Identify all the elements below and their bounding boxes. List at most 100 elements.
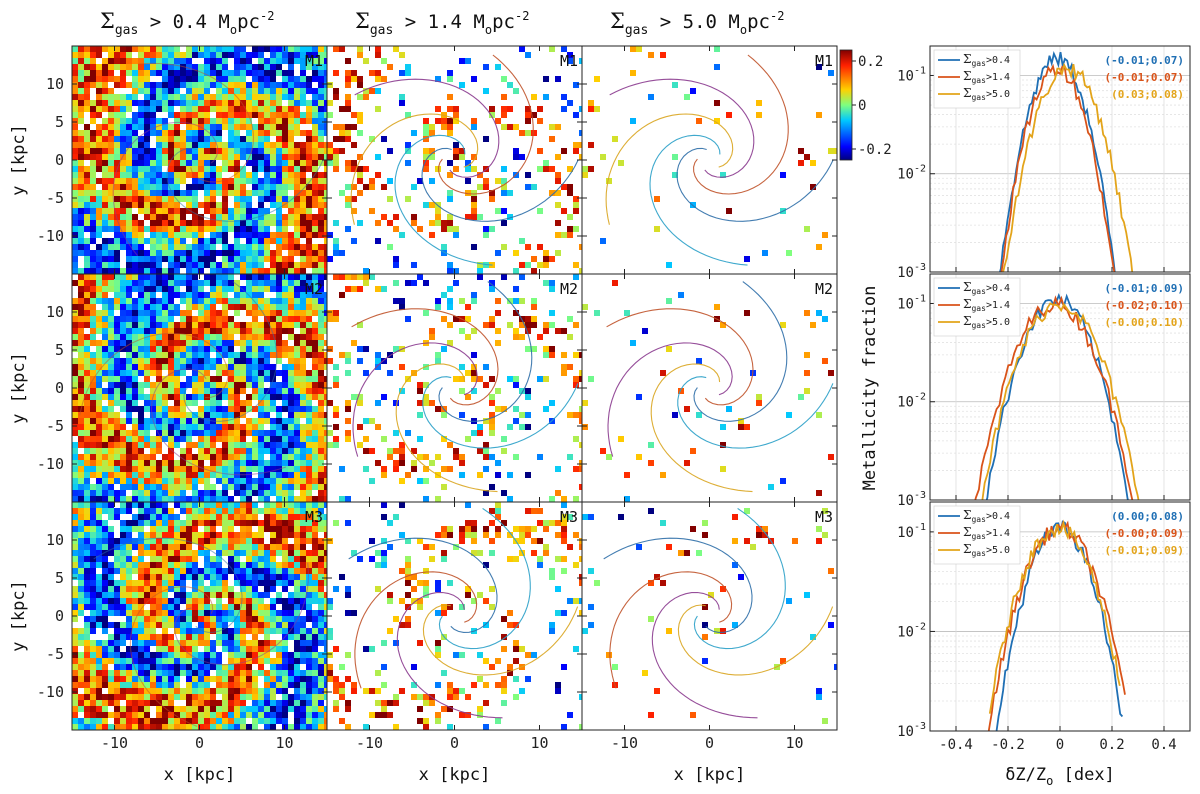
y-tick-label: 10 <box>46 303 64 321</box>
histogram-y-axis-label: Metallicity fraction <box>860 286 880 491</box>
y-tick-label: 0 <box>55 151 64 169</box>
spiral-arm-trace <box>651 591 758 719</box>
column-title: Σgas > 0.4 Mopc-2 <box>100 9 274 38</box>
y-tick-label: 0 <box>55 607 64 625</box>
map-pixels <box>72 274 327 502</box>
spiral-arm-trace <box>354 571 478 689</box>
series-stats: (-0.02;0.10) <box>1105 299 1184 312</box>
column-title: Σgas > 1.4 Mopc-2 <box>355 9 529 38</box>
map-background <box>582 502 837 730</box>
x-tick-label: 10 <box>530 734 548 752</box>
y-tick-label: 10-2 <box>897 392 926 411</box>
spiral-arm-trace <box>422 376 579 449</box>
legend-label: Σgas>5.0 <box>963 86 1010 102</box>
series-stats: (-0.01;0.07) <box>1105 54 1184 67</box>
x-tick-label: -0.4 <box>939 737 973 753</box>
map-panel-m1-1: M1 <box>71 45 328 275</box>
model-label: M2 <box>560 280 578 298</box>
map-pixels <box>582 507 837 724</box>
map-panel-m1-3: M1 <box>581 45 838 275</box>
map-background <box>582 274 837 502</box>
colorbar-tick-label: -0.2 <box>858 142 892 158</box>
x-tick-label: -10 <box>101 734 128 752</box>
map-panel-m1-2: M1 <box>326 45 583 275</box>
spiral-arm-trace <box>79 332 229 416</box>
histogram-frame <box>929 501 1191 732</box>
y-axis-label: y [kpc] <box>9 352 29 424</box>
histogram-panel-m1: 10-3 10-2 10-1 Σgas>0.4 (-0.01;0.07) Σgas>1.4… <box>897 45 1191 281</box>
map-panels: M1 M1 M1 M2 M2 M2 M3 M3 M3 <box>71 45 838 731</box>
spiral-arm-trace <box>676 147 834 222</box>
y-tick-label: -10 <box>37 683 64 701</box>
spiral-arm-trace <box>350 113 479 225</box>
y-tick-label: 0 <box>55 379 64 397</box>
y-tick-label: 5 <box>55 569 64 587</box>
spiral-arm-trace <box>605 113 734 225</box>
map-panel-m3-2: M3 <box>326 501 583 731</box>
histogram-curves <box>974 292 1140 500</box>
colorbar-tick-label: 0.2 <box>858 54 883 70</box>
spiral-arm-trace <box>606 308 754 406</box>
model-label: M3 <box>305 508 323 526</box>
histogram-x-axis-label: δZ/Zo [dex] <box>1005 765 1115 788</box>
x-axis-label: x [kpc] <box>164 765 236 785</box>
histogram-frame <box>929 273 1191 501</box>
map-pixels <box>582 280 834 502</box>
series-stats: (0.00;0.08) <box>1111 510 1184 523</box>
spiral-arm-trace <box>166 147 324 222</box>
spiral-arm-trace <box>438 507 531 650</box>
legend-label: Σgas>1.4 <box>963 525 1010 541</box>
spiral-arm-trace <box>603 537 753 633</box>
spiral-arm-trace <box>394 134 493 266</box>
legend: Σgas>0.4 (0.00;0.08) Σgas>1.4 (-0.00;0.09) Σ… <box>933 505 1184 565</box>
y-tick-label: 5 <box>55 113 64 131</box>
y-tick-label: 10-3 <box>897 721 926 740</box>
x-tick-label: 0.2 <box>1099 737 1124 753</box>
colorbar-tick-label: 0 <box>858 98 866 114</box>
map-panel-m2-2: M2 <box>326 273 583 503</box>
y-tick-label: -5 <box>46 189 64 207</box>
y-tick-label: 10-2 <box>897 621 926 640</box>
histogram-series-line <box>1000 63 1116 272</box>
model-label: M1 <box>815 52 833 70</box>
x-axis-label: x [kpc] <box>674 765 746 785</box>
x-tick-label: -0.2 <box>991 737 1025 753</box>
spiral-arm-trace <box>93 537 243 633</box>
y-tick-label: 10-3 <box>897 262 926 281</box>
histogram-panels: 10-3 10-2 10-1 Σgas>0.4 (-0.01;0.07) Σgas>1.4… <box>860 45 1191 788</box>
model-label: M1 <box>560 52 578 70</box>
x-tick-label: 10 <box>785 734 803 752</box>
map-background <box>327 274 582 502</box>
map-panel-m3-1: M3 <box>71 501 328 731</box>
spiral-arm-trace <box>609 78 755 178</box>
x-tick-label: 10 <box>275 734 293 752</box>
colorbar: 0.2 0 -0.2 <box>839 49 892 161</box>
spiral-arm-trace <box>650 363 753 493</box>
series-stats: (0.03;0.08) <box>1111 88 1184 101</box>
spiral-arm-trace <box>351 308 499 406</box>
spiral-arm-trace <box>174 562 309 666</box>
legend-label: Σgas>0.4 <box>963 508 1010 524</box>
spiral-arm-trace <box>693 281 788 422</box>
map-panel-m2-3: M2 <box>581 273 838 503</box>
spiral-arm-trace <box>421 147 579 222</box>
map-pixels <box>327 502 582 730</box>
histogram-frame <box>929 45 1191 273</box>
y-tick-label: 10-2 <box>897 164 926 183</box>
y-tick-label: 10 <box>46 531 64 549</box>
map-axes: 10 5 0 -5 -10 y [kpc] 10 5 0 -5 -10 y [kpc] 10 5 0 -5 -1… <box>9 46 837 785</box>
spiral-arm-trace <box>137 62 255 183</box>
spiral-arm-trace <box>677 376 834 449</box>
series-stats: (-0.00;0.10) <box>1105 316 1184 329</box>
legend: Σgas>0.4 (-0.01;0.09) Σgas>1.4 (-0.02;0.10)… <box>933 277 1184 337</box>
map-pixels <box>327 46 582 274</box>
spiral-arm-trace <box>693 507 786 650</box>
model-label: M2 <box>815 280 833 298</box>
column-titles: Σgas > 0.4 Mopc-2 Σgas > 1.4 Mopc-2 Σgas >… <box>100 9 784 38</box>
y-tick-label: -5 <box>46 645 64 663</box>
histogram-series-line <box>974 295 1134 500</box>
spiral-arm-trace <box>352 342 478 457</box>
column-title: Σgas > 5.0 Mopc-2 <box>610 9 784 38</box>
histogram-panel-m3: 10-3 10-2 10-1 Σgas>0.4 (0.00;0.08) Σgas>1.4 (… <box>897 501 1191 740</box>
